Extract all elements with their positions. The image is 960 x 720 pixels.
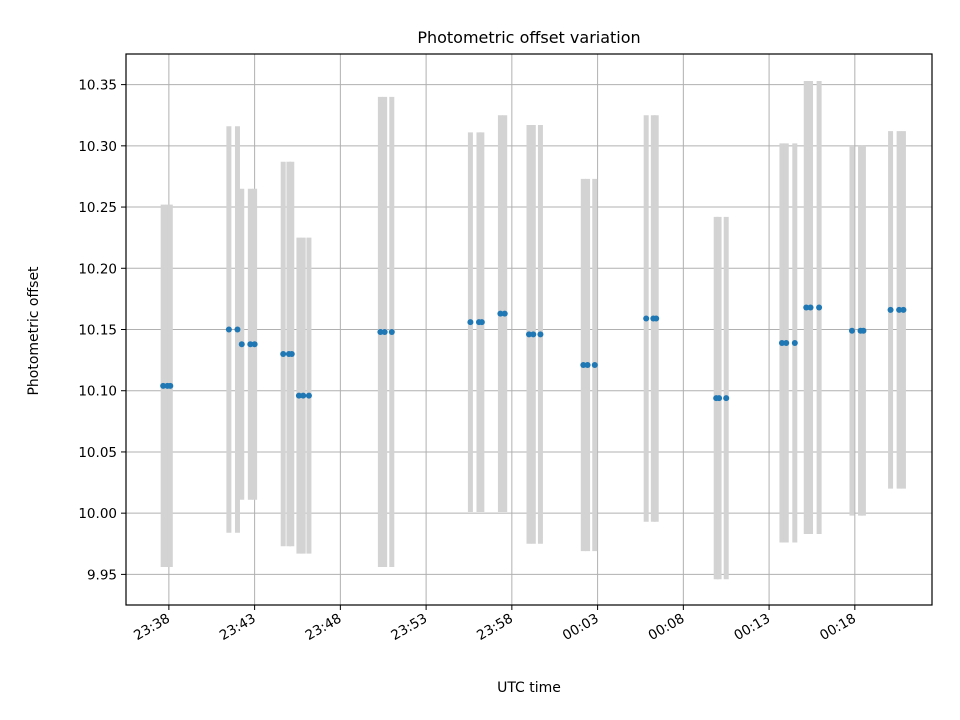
- data-point: [816, 304, 823, 311]
- data-point: [848, 327, 855, 334]
- y-tick-label: 10.10: [78, 384, 117, 400]
- data-point: [497, 310, 504, 317]
- y-tick-label: 9.95: [87, 567, 117, 583]
- data-point: [247, 341, 254, 348]
- y-axis-label: Photometric offset: [26, 266, 42, 396]
- data-point: [537, 331, 544, 338]
- data-point: [791, 339, 798, 346]
- data-point: [807, 304, 814, 311]
- data-point: [580, 362, 587, 369]
- data-point: [643, 315, 650, 322]
- data-point: [860, 327, 867, 334]
- y-tick-label: 10.35: [78, 78, 117, 94]
- y-axis-ticks: 9.95 10.00 10.05 10.10 10.15 10.20 10.25 10.30 1…: [78, 78, 126, 583]
- data-point: [723, 395, 730, 402]
- x-axis-label: UTC time: [497, 680, 561, 696]
- data-point: [467, 319, 474, 326]
- data-point: [377, 328, 384, 335]
- y-tick-label: 10.30: [78, 139, 117, 155]
- y-tick-label: 10.25: [78, 200, 117, 216]
- data-point: [716, 395, 723, 402]
- data-point: [526, 331, 532, 338]
- data-point: [381, 328, 388, 335]
- data-point: [295, 392, 302, 399]
- data-point: [478, 319, 485, 326]
- y-tick-label: 10.20: [78, 261, 117, 277]
- data-point: [501, 310, 508, 317]
- data-point: [896, 306, 903, 313]
- data-point: [305, 392, 312, 399]
- data-point: [803, 304, 810, 311]
- data-point: [778, 339, 785, 346]
- data-point: [388, 328, 395, 335]
- data-point: [584, 362, 591, 369]
- data-point: [238, 341, 245, 348]
- chart-title: Photometric offset variation: [417, 28, 640, 47]
- data-point: [783, 339, 790, 346]
- y-tick-label: 10.05: [78, 445, 117, 461]
- data-point: [887, 306, 894, 313]
- data-point: [234, 326, 241, 333]
- data-point: [251, 341, 258, 348]
- data-point: [900, 306, 907, 313]
- data-point: [280, 350, 287, 357]
- data-point: [167, 382, 174, 389]
- data-point: [530, 331, 537, 338]
- data-point: [288, 350, 295, 357]
- y-tick-label: 10.00: [78, 506, 117, 522]
- data-point: [225, 326, 232, 333]
- y-tick-label: 10.15: [78, 323, 117, 339]
- data-point: [591, 362, 598, 369]
- data-point: [160, 382, 167, 389]
- data-point: [653, 315, 660, 322]
- data-points: [160, 304, 907, 402]
- data-point: [300, 392, 307, 399]
